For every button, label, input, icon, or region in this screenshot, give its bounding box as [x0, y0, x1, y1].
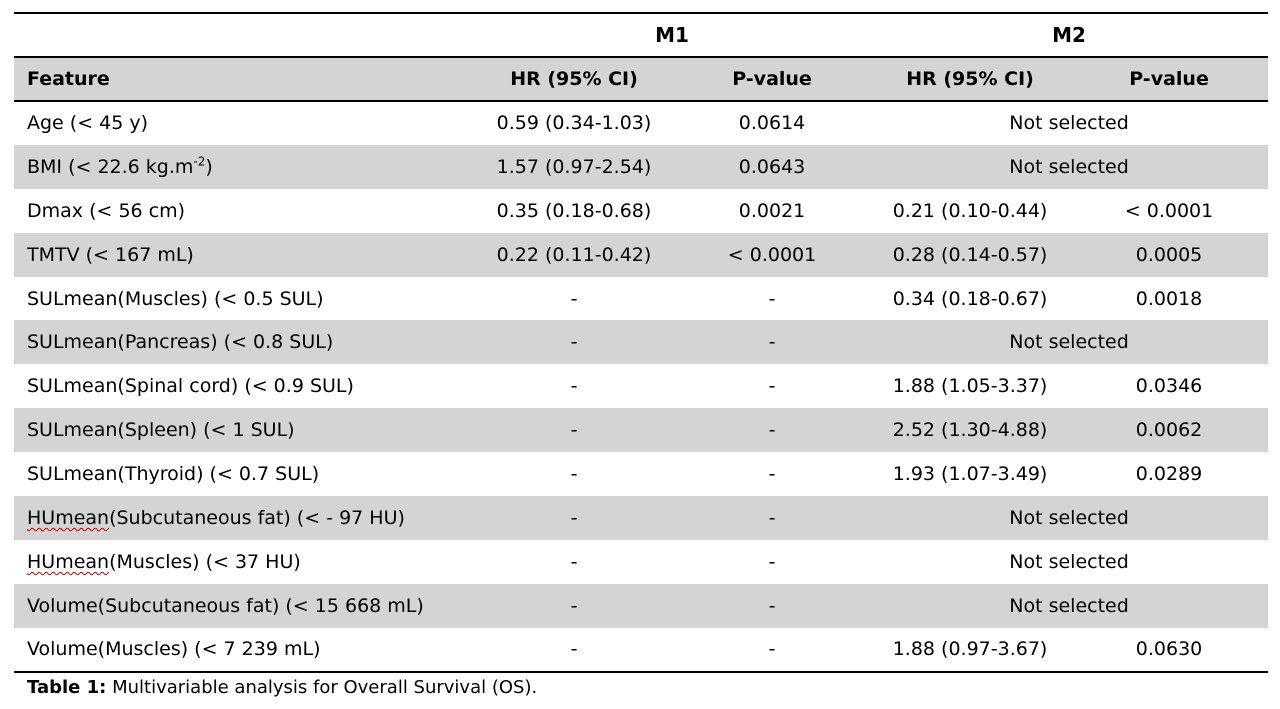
m1-p-cell: -: [768, 287, 776, 310]
m2-p-cell: 0.0346: [1135, 375, 1203, 398]
feature-cell: SULmean(Spinal cord) (< 0.9 SUL): [27, 375, 354, 398]
m1-hr-cell: -: [570, 375, 578, 398]
feature-cell: Volume(Muscles) (< 7 239 mL): [14, 627, 474, 673]
column-header-m2-p: P-value: [1070, 57, 1269, 102]
feature-cell: HUmean(Muscles) (< 37 HU): [14, 540, 474, 584]
m2-p-cell: 0.0062: [1135, 419, 1203, 442]
m1-hr-cell: -: [570, 331, 578, 354]
m1-p-cell: -: [768, 463, 776, 486]
m2-p-cell: 0.0005: [1135, 243, 1203, 266]
m2-hr-cell: 2.52 (1.30-4.88): [892, 419, 1048, 442]
feature-text-suffix: ): [205, 155, 213, 178]
table-row: HUmean(Subcutaneous fat) (< - 97 HU) - -…: [14, 496, 1269, 540]
column-header-m1-p: P-value: [674, 57, 871, 102]
m1-p-cell: -: [768, 594, 776, 617]
m2-not-selected-cell: Not selected: [1009, 112, 1129, 135]
results-table-container: M1 M2 Feature HR (95% CI) P-value HR (95…: [14, 12, 1269, 673]
table-row: TMTV (< 167 mL) 0.22 (0.11-0.42) < 0.000…: [14, 232, 1269, 277]
m1-p-cell: 0.0614: [738, 112, 806, 135]
m2-hr-cell: 1.88 (0.97-3.67): [870, 627, 1071, 673]
multivariable-analysis-table: M1 M2 Feature HR (95% CI) P-value HR (95…: [14, 12, 1269, 673]
m1-p-cell: 0.0021: [738, 199, 806, 222]
column-header-m2-hr: HR (95% CI): [870, 57, 1071, 102]
feature-cell: HUmean(Subcutaneous fat) (< - 97 HU): [14, 496, 474, 540]
feature-cell: SULmean(Thyroid) (< 0.7 SUL): [27, 463, 320, 486]
m1-hr-cell: -: [570, 594, 578, 617]
column-header-m1-hr: HR (95% CI): [474, 57, 674, 102]
m1-hr-cell: 0.35 (0.18-0.68): [496, 199, 652, 222]
table-row: SULmean(Muscles) (< 0.5 SUL) - - 0.34 (0…: [14, 277, 1268, 321]
m1-hr-cell: -: [474, 627, 674, 673]
column-header-feature: Feature: [14, 57, 474, 102]
group-header-empty: [14, 12, 474, 58]
m1-p-cell: -: [768, 331, 776, 354]
m1-p-cell: -: [768, 419, 776, 442]
m1-p-cell: -: [674, 627, 871, 673]
spellcheck-flagged-word: HUmean: [27, 550, 110, 573]
m2-p-cell: 0.0018: [1135, 287, 1203, 310]
m1-hr-cell: -: [570, 287, 578, 310]
table-row: SULmean(Spleen) (< 1 SUL) - - 2.52 (1.30…: [14, 408, 1269, 453]
m2-not-selected-cell: Not selected: [1009, 331, 1129, 354]
m1-hr-cell: -: [570, 419, 578, 442]
table-row: Volume(Muscles) (< 7 239 mL) - - 1.88 (0…: [14, 627, 1269, 673]
m1-hr-cell: 0.22 (0.11-0.42): [496, 243, 652, 266]
table-row: Volume(Subcutaneous fat) (< 15 668 mL) -…: [14, 583, 1269, 628]
m2-hr-cell: 0.34 (0.18-0.67): [892, 287, 1048, 310]
superscript-exponent: -2: [193, 154, 206, 169]
m2-p-cell: 0.0289: [1135, 463, 1203, 486]
table-row: HUmean(Muscles) (< 37 HU) - - Not select…: [14, 540, 1268, 584]
model-group-header-row: M1 M2: [14, 12, 1269, 58]
m2-hr-cell: 0.21 (0.10-0.44): [892, 199, 1048, 222]
m2-not-selected-cell: Not selected: [1009, 594, 1129, 617]
feature-cell: SULmean(Spleen) (< 1 SUL): [27, 419, 295, 442]
m2-hr-cell: 0.28 (0.14-0.57): [892, 243, 1048, 266]
m2-p-cell: < 0.0001: [1124, 199, 1214, 222]
feature-cell: SULmean(Pancreas) (< 0.8 SUL): [27, 331, 334, 354]
m1-hr-cell: -: [570, 550, 578, 573]
spellcheck-flagged-word: HUmean: [27, 506, 110, 529]
m1-hr-cell: 0.59 (0.34-1.03): [496, 112, 652, 135]
caption-label: Table 1:: [27, 677, 107, 698]
feature-cell: SULmean(Muscles) (< 0.5 SUL): [27, 287, 324, 310]
m1-p-cell: -: [768, 550, 776, 573]
m1-p-cell: -: [768, 375, 776, 398]
caption-text: Multivariable analysis for Overall Survi…: [106, 677, 538, 698]
m1-hr-cell: 1.57 (0.97-2.54): [496, 155, 652, 178]
m2-hr-cell: 1.88 (1.05-3.37): [892, 375, 1048, 398]
feature-cell: Dmax (< 56 cm): [27, 199, 186, 222]
m1-p-cell: < 0.0001: [727, 243, 817, 266]
feature-cell: Volume(Subcutaneous fat) (< 15 668 mL): [27, 594, 424, 617]
m1-hr-cell: -: [570, 506, 578, 529]
column-header-row: Feature HR (95% CI) P-value HR (95% CI) …: [14, 57, 1269, 102]
group-header-m1: M1: [474, 12, 871, 58]
table-row: Dmax (< 56 cm) 0.35 (0.18-0.68) 0.0021 0…: [14, 189, 1268, 233]
feature-text-suffix: (Muscles) (< 37 HU): [109, 550, 301, 573]
m1-p-cell: 0.0643: [738, 155, 806, 178]
feature-cell: BMI (< 22.6 kg.m-2): [14, 145, 474, 189]
table-caption: Table 1: Multivariable analysis for Over…: [27, 677, 537, 698]
m2-not-selected-cell: Not selected: [1009, 550, 1129, 573]
feature-cell: Age (< 45 y): [27, 112, 149, 135]
table-row: SULmean(Thyroid) (< 0.7 SUL) - - 1.93 (1…: [14, 452, 1268, 496]
feature-cell: TMTV (< 167 mL): [27, 243, 194, 266]
m2-not-selected-cell: Not selected: [1009, 506, 1129, 529]
table-row: BMI (< 22.6 kg.m-2) 1.57 (0.97-2.54) 0.0…: [14, 144, 1269, 189]
m2-hr-cell: 1.93 (1.07-3.49): [892, 463, 1048, 486]
m1-p-cell: -: [768, 506, 776, 529]
table-row: SULmean(Spinal cord) (< 0.9 SUL) - - 1.8…: [14, 364, 1268, 408]
table-row: Age (< 45 y) 0.59 (0.34-1.03) 0.0614 Not…: [14, 101, 1268, 145]
m2-p-cell: 0.0630: [1070, 627, 1269, 673]
feature-text-suffix: (Subcutaneous fat) (< - 97 HU): [109, 506, 405, 529]
feature-text: BMI (< 22.6 kg.m: [27, 155, 194, 178]
table-row: SULmean(Pancreas) (< 0.8 SUL) - - Not se…: [14, 320, 1269, 365]
m2-not-selected-cell: Not selected: [1009, 155, 1129, 178]
group-header-m2: M2: [870, 12, 1269, 58]
m1-hr-cell: -: [570, 463, 578, 486]
